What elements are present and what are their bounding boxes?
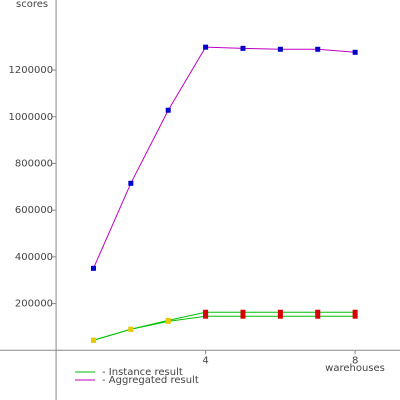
series-line (93, 46, 356, 269)
point-marker (203, 313, 209, 319)
point-marker (128, 326, 134, 332)
point-marker (352, 49, 358, 55)
point-marker (203, 44, 209, 50)
point-marker (277, 46, 283, 52)
y-tick-label: 200000 (15, 299, 53, 310)
y-tick-label: 1200000 (9, 65, 54, 76)
point-marker (240, 313, 246, 319)
point-marker (315, 46, 321, 52)
legend-label: - Aggregated result (102, 375, 199, 386)
legend-label: - Instance result (102, 367, 183, 378)
point-marker (352, 309, 358, 315)
point-marker (90, 265, 96, 271)
point-marker (315, 309, 321, 315)
point-marker (277, 309, 283, 315)
y-tick-label: 400000 (15, 252, 53, 263)
series-line (93, 315, 356, 341)
point-marker (352, 313, 358, 319)
point-marker (315, 313, 321, 319)
x-axis-label: warehouses (325, 363, 385, 374)
point-marker (203, 309, 209, 315)
point-marker (240, 309, 246, 315)
point-marker (165, 107, 171, 113)
y-tick-label: 600000 (15, 205, 53, 216)
point-marker (90, 337, 96, 343)
point-marker (128, 180, 134, 186)
point-marker (165, 318, 171, 324)
x-tick-label: 8 (352, 355, 358, 366)
y-tick-label: 800000 (15, 158, 53, 169)
point-marker (277, 313, 283, 319)
y-tick-label: 1000000 (9, 112, 54, 123)
y-axis-label: scores (16, 0, 48, 10)
x-tick-label: 4 (202, 355, 208, 366)
point-marker (240, 45, 246, 51)
